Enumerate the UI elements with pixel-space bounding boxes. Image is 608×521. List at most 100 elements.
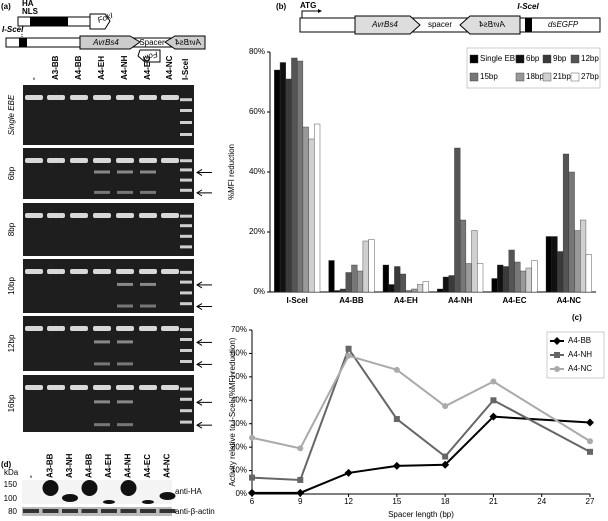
gel-band [25, 213, 43, 218]
gel-band [116, 213, 134, 218]
ladder-band [180, 109, 192, 112]
ladder-band [180, 224, 192, 228]
gel-band [161, 326, 179, 331]
ladder-band [180, 159, 192, 163]
bar [339, 288, 346, 293]
marker [586, 418, 594, 427]
gel-band [70, 326, 88, 331]
marker [296, 488, 305, 497]
construct-b: ATG AvrBs4 spacer AvrBs4 I-SceI dsEGFP [299, 1, 601, 35]
marker [392, 461, 401, 470]
gel-band [117, 282, 133, 286]
ladder-band [180, 214, 192, 218]
bar [351, 264, 358, 293]
y-axis-label: Activity relative to I-SceI (%MFI reduct… [228, 337, 237, 486]
lane-label: A4-EC [143, 454, 152, 478]
bar [368, 239, 375, 293]
blot-band [42, 480, 59, 496]
bar [399, 273, 407, 293]
blot-band [101, 509, 117, 513]
legend-swatch [515, 54, 525, 64]
bar [345, 272, 352, 293]
y-tick-label: 10% [231, 466, 247, 475]
antibody-label: anti-HA [175, 487, 202, 496]
gel-band [117, 170, 133, 174]
tale-arrow [79, 35, 141, 50]
row-label: 16bp [7, 394, 16, 412]
legend-label: 21bp [553, 72, 571, 81]
legend-label: 9bp [553, 54, 567, 63]
bar [394, 266, 401, 293]
x-tick-label: 21 [489, 497, 498, 506]
gel-image [23, 259, 194, 313]
ladder-band [180, 168, 192, 172]
gel-band [139, 213, 157, 218]
blot-band [81, 509, 98, 513]
arrow [196, 281, 203, 289]
panel-label: (b) [276, 2, 287, 11]
gel-band [116, 158, 134, 163]
y-tick-label: 20% [231, 442, 247, 451]
marker [490, 378, 497, 385]
y-tick-label: 20% [249, 227, 265, 236]
gel-band [140, 190, 156, 194]
marker [345, 352, 352, 359]
marker [554, 352, 560, 358]
lane-label: A3-BB [46, 453, 55, 478]
marker [553, 337, 561, 345]
ladder-band [180, 420, 192, 424]
y-tick-label: 0% [235, 489, 247, 498]
legend-swatch [515, 72, 525, 82]
gel-band [94, 423, 110, 427]
lane-label: A3-NH [65, 453, 74, 478]
bar [357, 270, 364, 293]
marker [442, 403, 449, 410]
ladder-band [180, 409, 192, 413]
tale-arrow [354, 15, 421, 35]
marker [587, 438, 593, 445]
bar [362, 240, 369, 293]
marker [248, 488, 256, 497]
blot-band [159, 492, 176, 500]
gel-band [25, 269, 43, 274]
site-box [525, 18, 532, 32]
bar [274, 69, 281, 293]
bar [585, 254, 592, 293]
gel-band [139, 326, 157, 331]
legend-swatch [469, 54, 479, 64]
lane-label: A4-NH [120, 55, 129, 80]
tale-label: AvrBs4 [371, 20, 398, 29]
blot-band [62, 494, 78, 502]
legend-swatch [469, 72, 479, 82]
marker [442, 453, 449, 460]
bar [491, 278, 498, 293]
unit-label: kDa [4, 468, 19, 477]
x-tick-label: I-SceI [286, 296, 307, 305]
lane-label: A4-EH [97, 56, 106, 80]
bar [437, 288, 444, 293]
bar [525, 267, 532, 293]
arrow [196, 338, 203, 346]
arrow [196, 421, 203, 429]
legend-box [466, 47, 601, 89]
spacer-label: Spacer [139, 38, 165, 47]
gel-band [93, 269, 111, 274]
start-label: ATG [300, 1, 316, 10]
gel-band [25, 385, 43, 390]
legend-label: 27bp [581, 72, 599, 81]
site-label: I-SceI [517, 2, 539, 11]
legend-swatch [542, 72, 552, 82]
gel-band [161, 269, 179, 274]
lane-label: A4-NC [163, 453, 172, 478]
gel-band [93, 95, 111, 100]
ladder-band [180, 245, 192, 249]
x-tick-label: 12 [344, 497, 353, 506]
gel-band [116, 326, 134, 331]
row-label: 12bp [7, 334, 16, 352]
gel-band [25, 158, 43, 163]
tag-label: HA [22, 0, 34, 8]
marker [345, 345, 352, 352]
series-line [251, 346, 591, 481]
ladder-band [180, 397, 192, 401]
site-box [19, 38, 27, 47]
